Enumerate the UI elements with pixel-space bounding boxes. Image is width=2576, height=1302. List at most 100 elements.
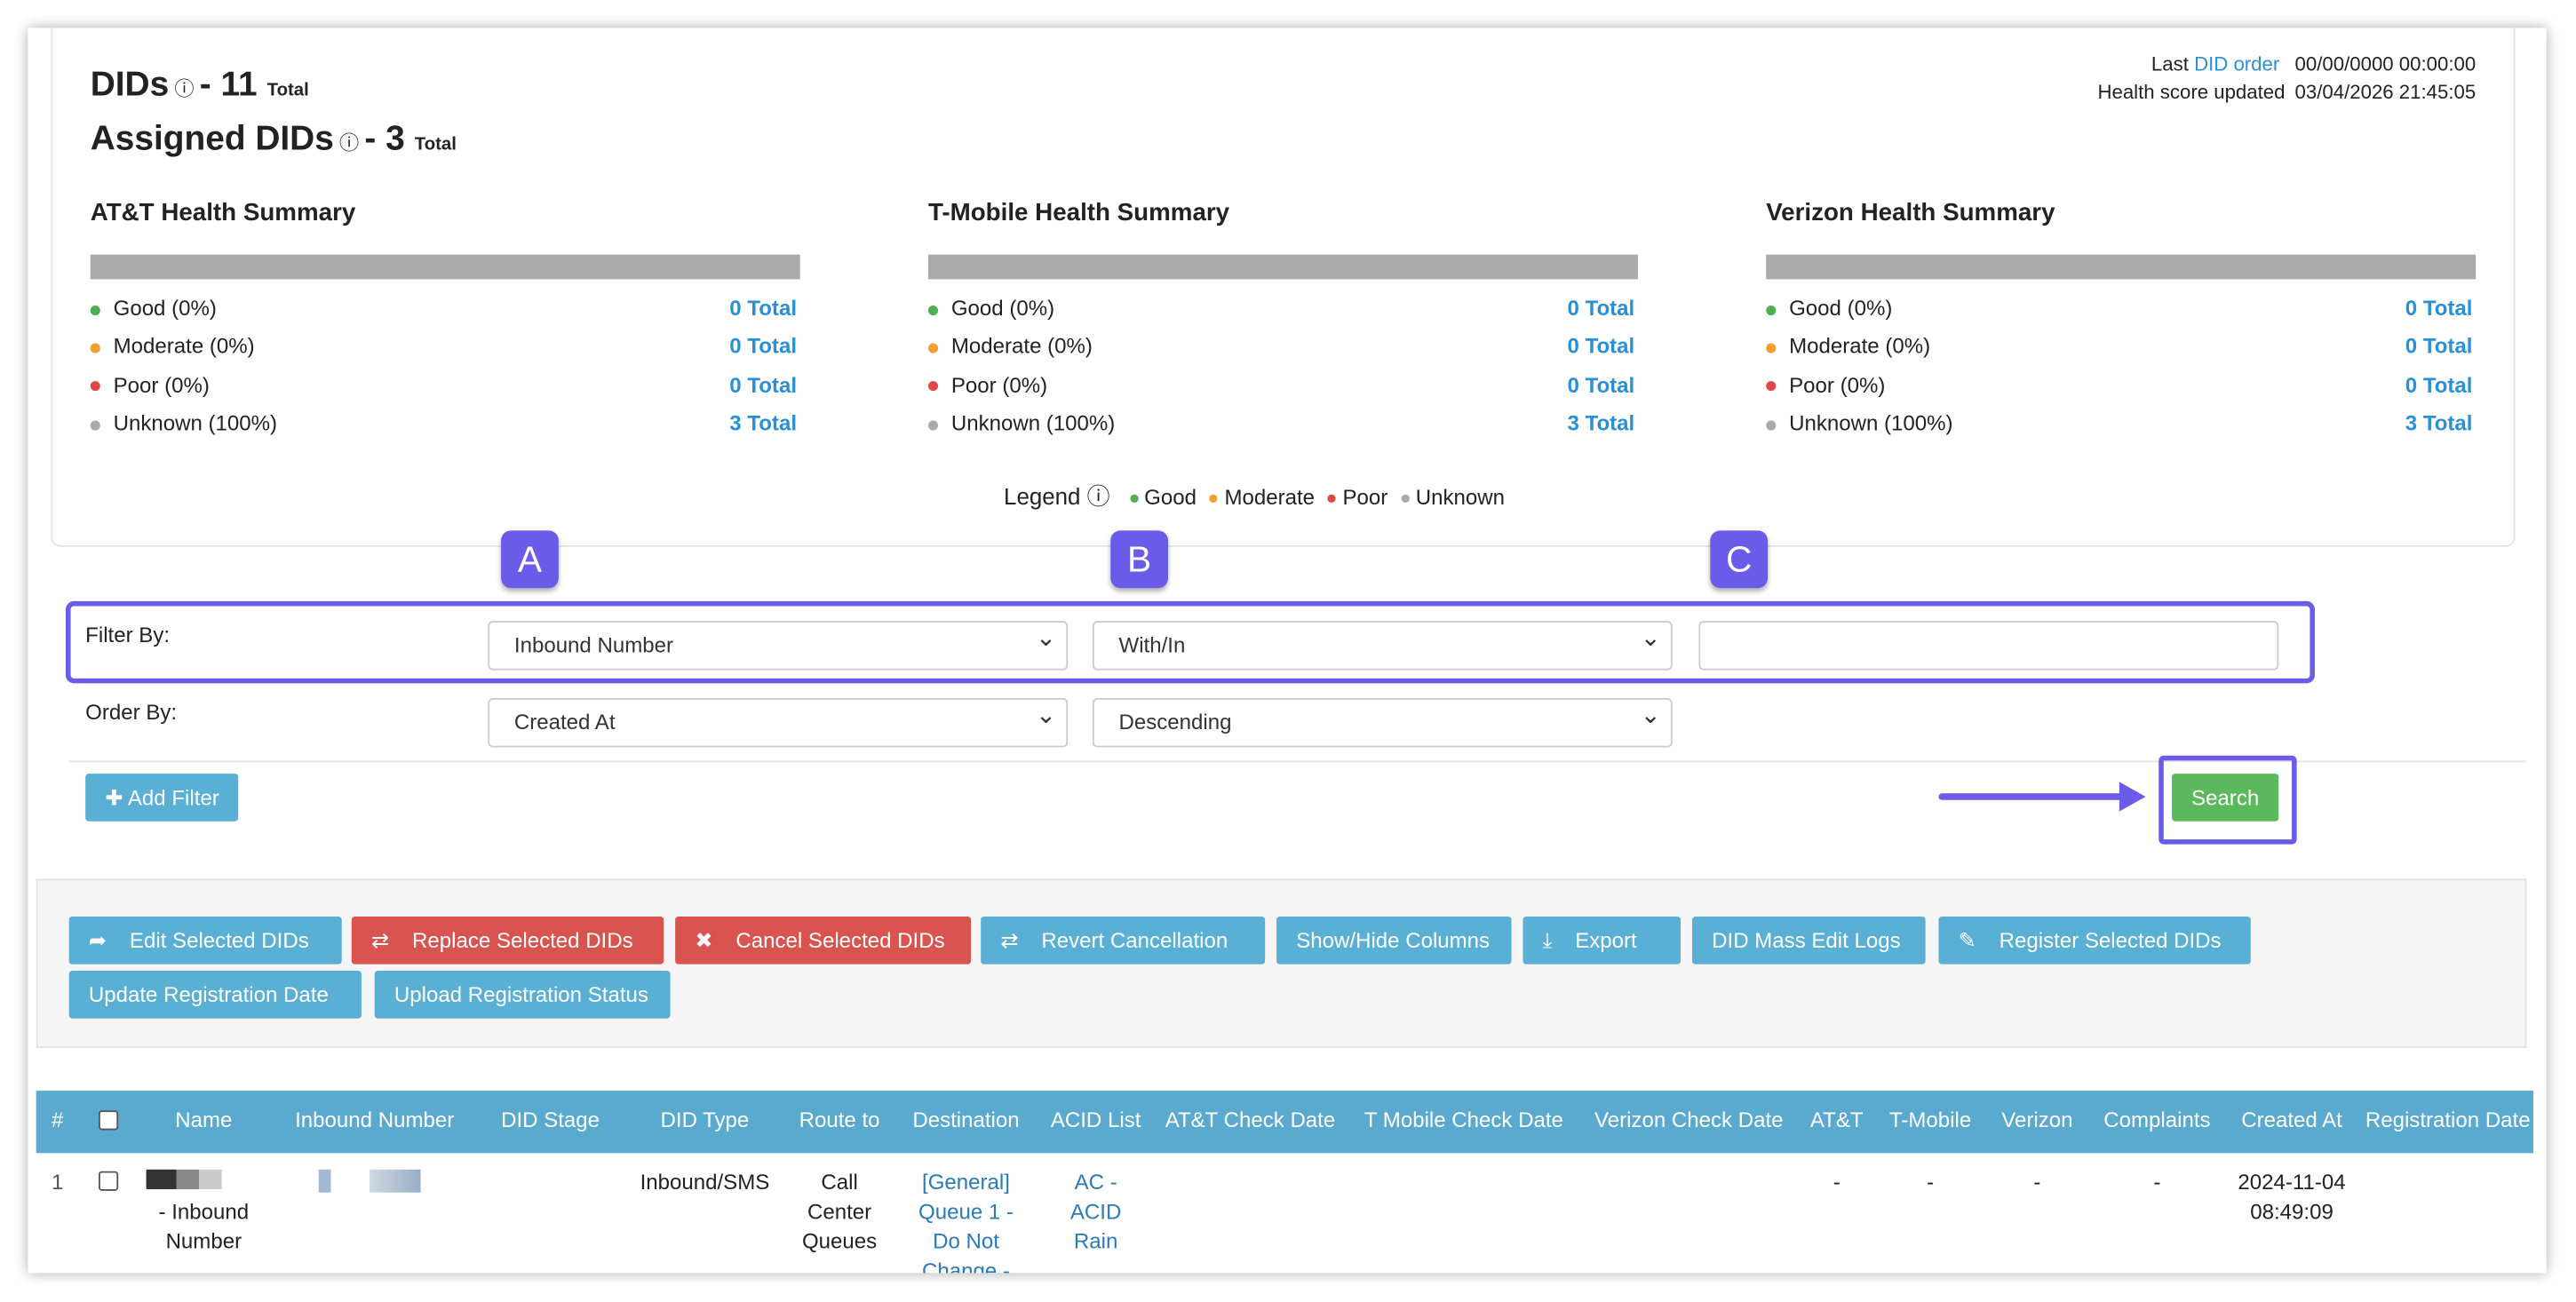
blurred-number [318, 1169, 421, 1193]
dids-label: DIDs [90, 65, 170, 104]
column-header: Destination [912, 1107, 1020, 1132]
total-label: Total [414, 134, 457, 155]
total-link[interactable]: 0 Total [1567, 295, 1635, 321]
column-header: Registration Date [2365, 1107, 2531, 1132]
table-cell[interactable]: AC - ACID Rain [1069, 1169, 1122, 1254]
label: Register Selected DIDs [1999, 927, 2222, 953]
heading: DIDs ⓘ - 11 Total [90, 65, 309, 104]
total-link[interactable]: 0 Total [729, 295, 798, 321]
action-button[interactable]: ✖ Cancel Selected DIDs [675, 917, 972, 965]
filter-label: Filter By: [85, 622, 171, 647]
total-link[interactable]: 3 Total [729, 410, 798, 436]
action-button[interactable]: Update Registration Date [68, 971, 362, 1019]
total-link[interactable]: 0 Total [2405, 372, 2473, 398]
label: DID Mass Edit Logs [1712, 927, 1901, 953]
annotation-badge: B [1110, 530, 1168, 589]
total-link[interactable]: 3 Total [2405, 410, 2473, 436]
label: Unknown (100%) [1789, 410, 1953, 436]
column-header: Verizon Check Date [1594, 1107, 1784, 1132]
filter-op[interactable]: With/In [1092, 616, 1673, 671]
status-label: Unknown (100%) [90, 410, 278, 436]
table-cell: - Inbound Number [158, 1199, 250, 1254]
action-button[interactable]: ⤓ Export [1523, 917, 1682, 965]
total-link[interactable]: 0 Total [729, 334, 798, 359]
status-label: Unknown (100%) [1766, 410, 1953, 436]
status-label: Good (0%) [927, 295, 1055, 321]
value: 03/04/2026 21:45:05 [2294, 80, 2477, 104]
label: Revert Cancellation [1041, 927, 1228, 953]
status-label: Good (0%) [90, 295, 217, 321]
table-cell[interactable]: [General] Queue 1 - Do Not Change - [918, 1169, 1014, 1274]
action-button[interactable]: ⇄ Revert Cancellation [981, 917, 1266, 965]
total-link[interactable]: 0 Total [2405, 295, 2473, 321]
action-button[interactable]: DID Mass Edit Logs [1691, 917, 1926, 965]
did-order-link: DID order [2194, 52, 2280, 76]
table-cell: - [1833, 1169, 1841, 1195]
table-header [36, 1091, 2533, 1154]
action-button[interactable]: Show/Hide Columns [1276, 917, 1512, 965]
total-link[interactable]: 0 Total [2405, 334, 2473, 359]
select-all[interactable] [98, 1110, 119, 1131]
filter-input[interactable] [1698, 621, 2279, 671]
column-header: AT&T Check Date [1165, 1107, 1336, 1132]
arrow [1938, 793, 2128, 800]
action-button[interactable]: ➦ Edit Selected DIDs [68, 917, 342, 965]
order-dir[interactable]: Descending [1092, 693, 1673, 748]
total-label: Total [266, 80, 309, 100]
status-label: Poor (0%) [1766, 372, 1885, 397]
status-label: Poor (0%) [90, 372, 210, 397]
total-link[interactable]: 0 Total [729, 372, 798, 398]
label: Replace Selected DIDs [412, 927, 633, 953]
row-checkbox[interactable] [98, 1171, 119, 1191]
order-label: Order By: [85, 699, 178, 725]
label: Health score updated [2097, 80, 2286, 104]
blurred-name [146, 1169, 222, 1190]
action-button[interactable]: Upload Registration Status [374, 971, 671, 1019]
label: Poor (0%) [950, 372, 1048, 398]
order-field[interactable]: Created At [488, 693, 1069, 748]
annotation-badge: A [501, 530, 559, 589]
column-header: DID Stage [501, 1107, 600, 1132]
summary-title: Verizon Health Summary [1766, 198, 2055, 227]
legend-item: Unknown [1415, 484, 1505, 510]
label: Unknown (100%) [113, 410, 278, 436]
search-button[interactable]: Search [2172, 774, 2279, 822]
column-header: Route to [799, 1107, 880, 1132]
label: Unknown (100%) [950, 410, 1116, 436]
assigned-count: - 3 [364, 120, 405, 158]
health-updated: Health score updated 03/04/2026 21:45:05 [1971, 81, 2476, 104]
label: Export [1575, 927, 1637, 953]
total-link[interactable]: 3 Total [1567, 410, 1635, 436]
label: Last [2151, 52, 2189, 76]
action-button[interactable]: ✎ Register Selected DIDs [1938, 917, 2251, 965]
legend: Legend ⓘ Good Moderate Poor Unknown [1004, 482, 1505, 510]
label: Good (0%) [113, 295, 217, 321]
column-header: T Mobile Check Date [1364, 1107, 1563, 1132]
table-cell: - [2033, 1169, 2041, 1195]
total-link[interactable]: 0 Total [1567, 372, 1635, 398]
label: Good (0%) [1789, 295, 1893, 321]
search-highlight [2159, 755, 2297, 845]
label: Good (0%) [950, 295, 1055, 321]
legend-title: Legend [1004, 482, 1081, 510]
total-link[interactable]: 0 Total [1567, 334, 1635, 359]
health-bar [90, 254, 800, 280]
label: Cancel Selected DIDs [735, 927, 945, 953]
action-button[interactable]: ⇄ Replace Selected DIDs [351, 917, 664, 965]
filter-field[interactable]: Inbound Number [488, 616, 1069, 671]
label: Edit Selected DIDs [129, 927, 309, 953]
summary-card [51, 28, 2516, 547]
table-cell: 2024-11-04 08:49:09 [2238, 1169, 2346, 1224]
add-filter-button[interactable]: ✚ Add Filter [85, 774, 239, 822]
status-label: Moderate (0%) [927, 334, 1093, 359]
label: Moderate (0%) [1789, 334, 1931, 359]
column-header: # [52, 1107, 64, 1132]
summary-title: AT&T Health Summary [90, 198, 356, 227]
label: Poor (0%) [1789, 372, 1886, 398]
health-bar [1766, 254, 2477, 280]
status-label: Unknown (100%) [927, 410, 1116, 436]
legend-item: Poor [1342, 484, 1388, 510]
last-order: Last DID order 00/00/0000 00:00:00 [1971, 52, 2476, 75]
assigned-label: Assigned DIDs [90, 120, 334, 158]
